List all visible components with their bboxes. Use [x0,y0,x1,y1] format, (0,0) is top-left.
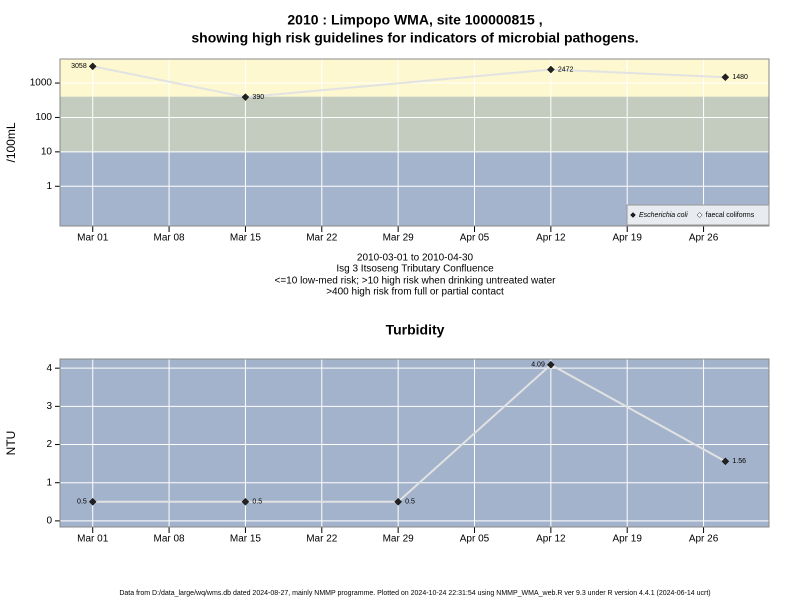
data-label: 0.5 [77,499,87,506]
data-point [241,93,250,101]
y-tick-label: 10 [41,147,53,158]
data-point [721,457,730,466]
data-point [394,497,402,506]
data-label: 4.09 [531,362,545,369]
y-axis-label: /100mL [4,122,18,162]
x-tick-label: Apr 12 [536,233,566,244]
x-tick-label: Apr 12 [536,534,566,545]
x-tick-label: Mar 01 [77,233,109,244]
risk-band [60,96,769,152]
data-label: 3058 [71,63,87,70]
y-tick-label: 1 [46,181,52,192]
x-tick-label: Mar 08 [154,534,186,545]
legend-label: Escherichia coli [639,212,688,219]
data-point [241,497,250,506]
risk-band [60,59,769,97]
chart-title: 2010 : Limpopo WMA, site 100000815 , [287,12,542,28]
footer: Data from D:/data_large/wq/wms.db dated … [119,590,710,597]
x-tick-label: Apr 19 [612,233,642,244]
x-tick-label: Apr 26 [689,233,719,244]
data-point [88,497,97,506]
y-tick-label: 4 [46,363,52,374]
x-tick-label: Apr 05 [460,534,490,545]
plot-frame [59,58,770,227]
x-tick-label: Mar 08 [154,233,186,244]
note: >400 high risk from full or partial cont… [326,287,504,298]
legend-label: faecal coliforms [706,212,755,219]
x-tick-label: Mar 22 [306,233,338,244]
note: <=10 low-med risk; >10 high risk when dr… [275,276,557,287]
chart-title: Turbidity [386,322,445,338]
note: Isg 3 Itsoseng Tributary Confluence [336,264,494,275]
x-tick-label: Mar 15 [230,233,262,244]
data-label: 2472 [558,66,574,73]
plot-frame [59,358,770,528]
data-point [88,62,97,71]
x-tick-label: Mar 01 [77,534,109,545]
x-tick-label: Apr 26 [689,534,719,545]
y-tick-label: 1000 [30,78,53,89]
y-tick-label: 0 [46,516,52,527]
series-line [92,65,726,99]
note: 2010-03-01 to 2010-04-30 [357,253,474,264]
data-label: 1480 [732,74,748,81]
x-tick-label: Apr 19 [612,534,642,545]
y-tick-label: 2 [46,439,52,450]
y-tick-label: 3 [46,401,52,412]
chart-subtitle: showing high risk guidelines for indicat… [191,30,638,46]
data-label: 0.5 [252,499,262,506]
legend-marker [630,212,636,218]
plot-background [60,359,769,527]
data-point [546,360,555,369]
data-point [721,73,730,82]
y-tick-label: 100 [35,112,52,123]
data-label: 390 [252,94,264,101]
y-axis-label: NTU [4,431,18,456]
data-label: 0.5 [405,499,415,506]
x-tick-label: Mar 15 [230,534,262,545]
y-tick-label: 1 [46,477,52,488]
x-tick-label: Mar 29 [383,534,415,545]
data-point [546,65,555,74]
x-tick-label: Mar 22 [306,534,338,545]
data-label: 1.56 [732,458,746,465]
x-tick-label: Mar 29 [383,233,415,244]
x-tick-label: Apr 05 [460,233,490,244]
legend-marker [696,212,703,218]
